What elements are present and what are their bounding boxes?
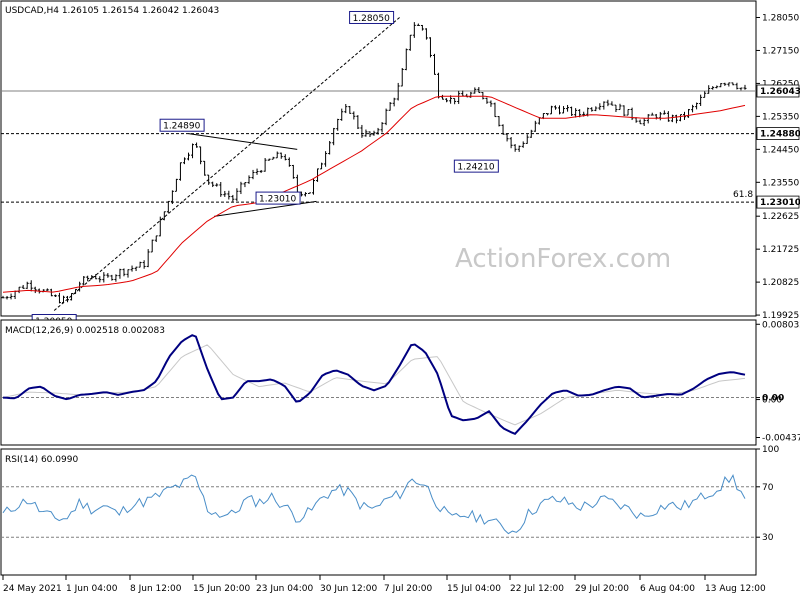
price-y-tick-label: 1.22625 bbox=[762, 212, 799, 222]
rsi-y-tick-label: 70 bbox=[762, 483, 774, 493]
price-header: USDCAD,H4 1.26105 1.26154 1.26042 1.2604… bbox=[5, 6, 219, 16]
price-annotation-box bbox=[453, 159, 499, 173]
price-annotation-label: 1.28050 bbox=[353, 14, 390, 24]
price-y-tick-label: 1.19925 bbox=[762, 311, 799, 321]
rsi-panel[interactable]: 100 70 30 RSI(14) 60.0990 bbox=[0, 445, 779, 576]
rsi-lines bbox=[2, 474, 746, 535]
x-tick-label: 8 Jun 12:00 bbox=[130, 584, 182, 594]
rsi-plot-area bbox=[0, 448, 757, 576]
x-tick-label: 13 Aug 12:00 bbox=[705, 584, 766, 594]
rsi-y-tick-label: 30 bbox=[762, 533, 774, 543]
x-tick-label: 15 Jul 04:00 bbox=[447, 584, 501, 594]
rsi-reference-lines bbox=[1, 486, 756, 538]
trendline-dashed bbox=[53, 17, 400, 311]
macd-lines bbox=[2, 334, 746, 435]
macd-main-line bbox=[2, 334, 746, 435]
price-level-tag bbox=[756, 127, 800, 140]
price-lines bbox=[2, 95, 746, 293]
x-tick-label: 23 Jun 04:00 bbox=[256, 584, 313, 594]
price-level-tag-label: 1.23010 bbox=[760, 198, 800, 208]
fib-label: 61.8 bbox=[733, 190, 753, 200]
price-y-tick-label: 1.25350 bbox=[762, 112, 799, 122]
price-y-tick-label: 1.23550 bbox=[762, 178, 799, 188]
macd-panel[interactable]: 0.0080320.000.00-0.004379 MACD(12,26,9) … bbox=[0, 319, 800, 446]
macd-header: MACD(12,26,9) 0.002518 0.002083 bbox=[5, 326, 165, 336]
price-y-tick-label: 1.27150 bbox=[762, 46, 799, 56]
price-level-tag bbox=[756, 195, 800, 209]
x-tick-label: 22 Jul 12:00 bbox=[510, 584, 564, 594]
watermark: ActionForex.com bbox=[455, 244, 671, 274]
rsi-header: RSI(14) 60.0990 bbox=[5, 455, 78, 465]
x-tick-label: 30 Jun 12:00 bbox=[320, 584, 377, 594]
macd-y-tick-label: -0.004379 bbox=[762, 434, 800, 444]
price-level-tag bbox=[756, 84, 800, 98]
price-y-tick-label: 1.21725 bbox=[762, 245, 799, 255]
macd-y-axis: 0.0080320.000.00-0.004379 bbox=[756, 320, 800, 444]
x-tick-label: 1 Jun 04:00 bbox=[66, 584, 118, 594]
price-annotation-label: 1.24210 bbox=[457, 163, 494, 173]
x-tick-label: 24 May 2021 bbox=[3, 584, 62, 594]
price-annotation-box bbox=[159, 118, 205, 132]
time-axis: 24 May 2021 1 Jun 04:00 8 Jun 12:00 15 Jun … bbox=[2, 575, 766, 594]
price-annotation-box bbox=[349, 10, 395, 24]
price-panel[interactable]: ActionForex.com 61.8 1.28050 1.24890 1.230… bbox=[0, 0, 800, 328]
price-y-tick-label: 1.26250 bbox=[762, 79, 799, 89]
macd-y-tick-label: 0.00 bbox=[762, 396, 782, 406]
rsi-line bbox=[2, 474, 746, 535]
price-annotation-label: 1.23010 bbox=[259, 195, 296, 205]
triangle-upper-line bbox=[188, 133, 298, 150]
price-plot-area bbox=[0, 0, 757, 317]
price-y-tick-label: 1.20825 bbox=[762, 278, 799, 288]
price-y-tick-label: 1.24450 bbox=[762, 145, 799, 155]
macd-y-tick-label: 0.008032 bbox=[762, 320, 800, 330]
x-tick-label: 29 Jul 20:00 bbox=[575, 584, 629, 594]
price-y-tick-label: 1.28050 bbox=[762, 13, 799, 23]
price-y-axis: 1.28050 1.27150 1.26250 1.25350 1.24450 1.235… bbox=[756, 13, 800, 321]
price-level-tag-label: 1.26043 bbox=[760, 87, 800, 97]
macd-y-tick-label: 0.00 bbox=[762, 394, 784, 404]
moving-average-line bbox=[2, 95, 746, 293]
x-tick-label: 6 Aug 04:00 bbox=[640, 584, 695, 594]
rsi-y-axis: 100 70 30 bbox=[756, 445, 779, 543]
price-annotation-box bbox=[255, 191, 301, 205]
price-annotation-label: 1.24890 bbox=[163, 122, 200, 132]
rsi-y-tick-label: 100 bbox=[762, 445, 779, 455]
x-tick-label: 15 Jun 20:00 bbox=[193, 584, 250, 594]
price-level-tag-label: 1.24880 bbox=[760, 130, 800, 140]
x-tick-label: 7 Jul 20:00 bbox=[384, 584, 433, 594]
